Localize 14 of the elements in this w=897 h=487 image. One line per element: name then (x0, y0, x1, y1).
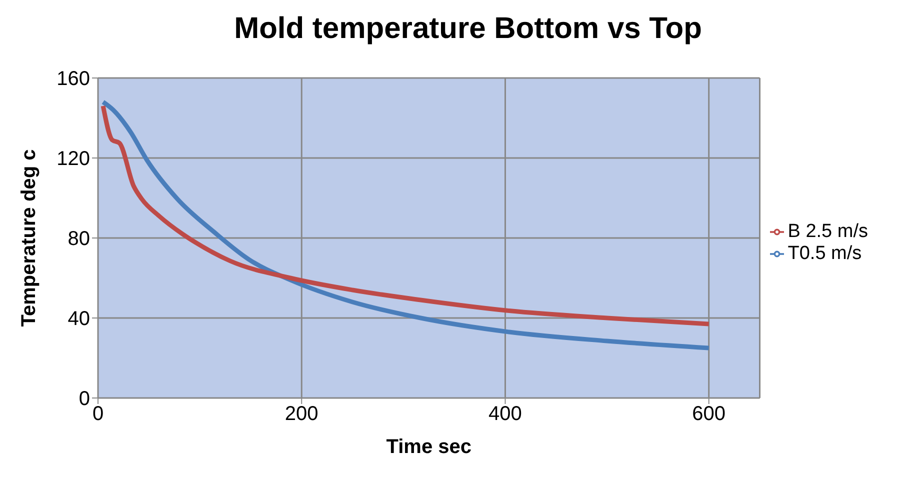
chart-title: Mold temperature Bottom vs Top (233, 12, 703, 46)
y-tick-label: 160 (56, 68, 90, 90)
y-axis-title: Temperature deg c (18, 149, 40, 327)
x-tick-label: 0 (92, 403, 104, 426)
y-tick-label: 80 (68, 228, 90, 250)
y-tick-label: 0 (78, 388, 90, 410)
y-tick-label: 120 (56, 148, 90, 170)
x-tick-label: 600 (692, 403, 726, 426)
x-axis-title: Time sec (386, 436, 472, 458)
y-tick-label: 40 (68, 308, 90, 330)
legend-label: B 2.5 m/s (788, 221, 868, 242)
x-tick-label: 200 (284, 403, 318, 426)
x-tick-label: 400 (488, 403, 522, 426)
legend-label: T0.5 m/s (788, 243, 862, 264)
